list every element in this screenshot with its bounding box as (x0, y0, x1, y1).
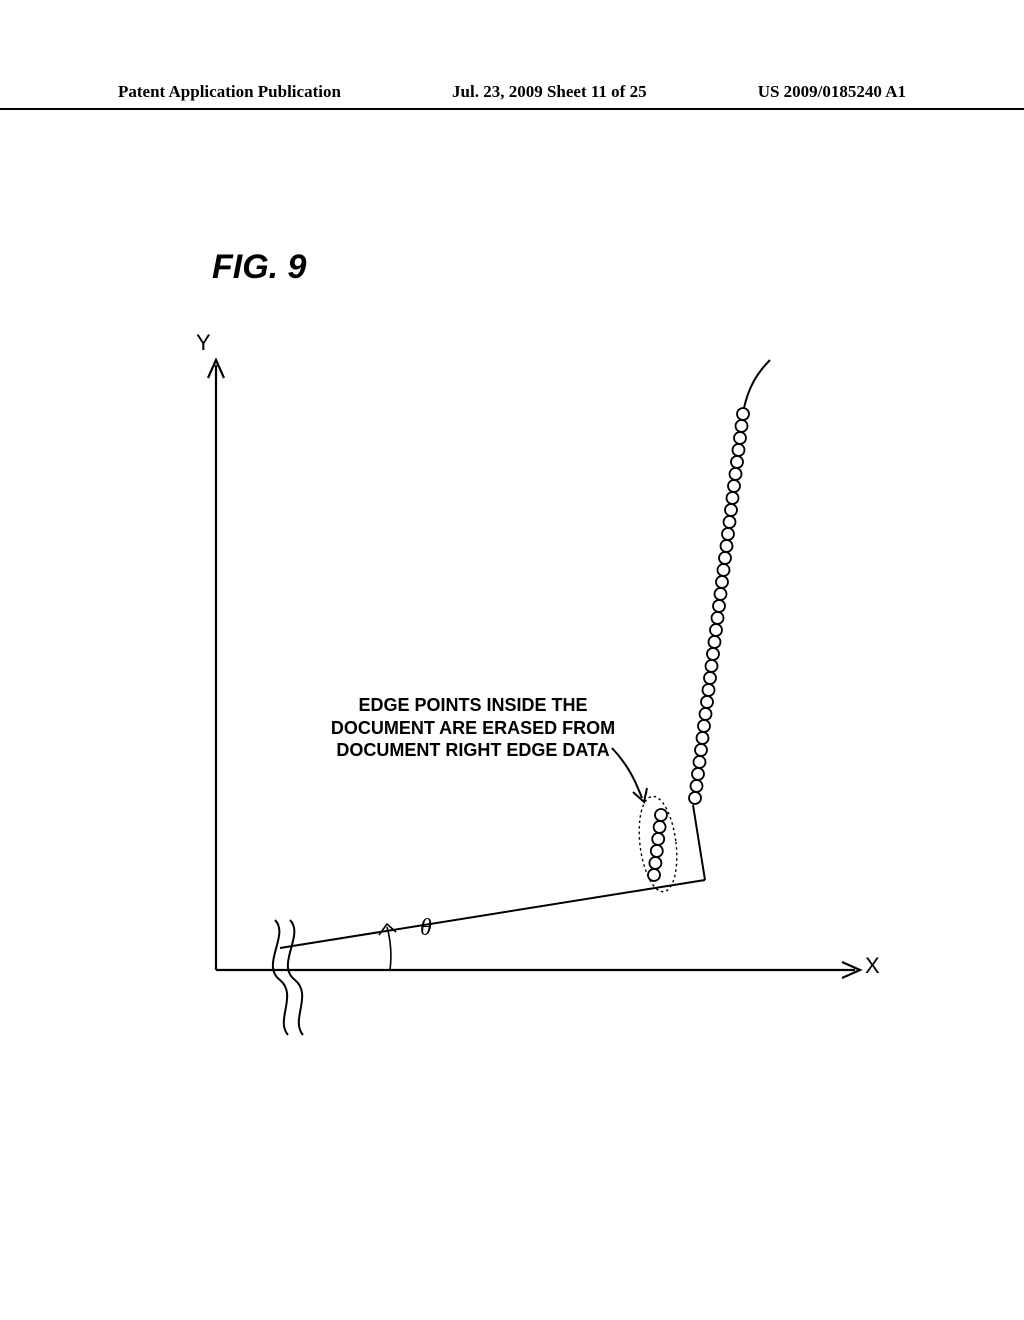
y-axis-label: Y (196, 330, 211, 356)
outer-edge-circles (689, 408, 749, 804)
edge-point-circle (701, 696, 713, 708)
edge-point-circle (728, 480, 740, 492)
erased-edge-point-circle (648, 869, 660, 881)
edge-point-circle (730, 468, 742, 480)
edge-point-circle (692, 768, 704, 780)
edge-point-circle (715, 588, 727, 600)
edge-point-circle (736, 420, 748, 432)
annotation-line: EDGE POINTS INSIDE THE (308, 694, 638, 717)
edge-point-circle (721, 540, 733, 552)
break-mark (288, 920, 303, 1035)
theta-label: θ (420, 915, 432, 942)
page-header: Patent Application Publication Jul. 23, … (0, 82, 1024, 110)
erased-edge-point-circle (652, 833, 664, 845)
edge-point-circle (694, 756, 706, 768)
edge-point-circle (707, 648, 719, 660)
theta-arc (387, 927, 391, 970)
annotation-line: DOCUMENT ARE ERASED FROM (308, 717, 638, 740)
edge-point-circle (713, 600, 725, 612)
erased-edge-point-circle (655, 809, 667, 821)
edge-point-circle (703, 684, 715, 696)
edge-point-circle (727, 492, 739, 504)
edge-point-circle (731, 456, 743, 468)
figure-title: FIG. 9 (212, 248, 306, 287)
header-center: Jul. 23, 2009 Sheet 11 of 25 (452, 82, 647, 102)
edge-point-circle (724, 516, 736, 528)
leader-top (744, 360, 770, 408)
edge-point-circle (716, 576, 728, 588)
erased-edge-point-circle (651, 845, 663, 857)
header-left: Patent Application Publication (118, 82, 341, 102)
inner-edge-circles (648, 809, 667, 881)
edge-point-circle (734, 432, 746, 444)
edge-point-circle (719, 552, 731, 564)
break-mark (273, 920, 288, 1035)
edge-point-circle (710, 624, 722, 636)
edge-point-circle (709, 636, 721, 648)
annotation-line: DOCUMENT RIGHT EDGE DATA (308, 739, 638, 762)
edge-point-circle (691, 780, 703, 792)
edge-point-circle (733, 444, 745, 456)
diagram-svg (130, 320, 890, 1060)
edge-point-circle (700, 708, 712, 720)
edge-point-circle (718, 564, 730, 576)
edge-point-circle (697, 732, 709, 744)
edge-point-circle (695, 744, 707, 756)
edge-point-circle (722, 528, 734, 540)
edge-point-circle (706, 660, 718, 672)
x-axis-label: X (865, 953, 880, 979)
edge-point-circle (725, 504, 737, 516)
edge-point-circle (712, 612, 724, 624)
diagram: Y X θ EDGE POINTS INSIDE THE DOCUMENT AR… (130, 320, 890, 1060)
edge-point-circle (689, 792, 701, 804)
erased-edge-point-circle (649, 857, 661, 869)
edge-point-circle (737, 408, 749, 420)
annotation-text: EDGE POINTS INSIDE THE DOCUMENT ARE ERAS… (308, 694, 638, 762)
erased-edge-point-circle (654, 821, 666, 833)
header-right: US 2009/0185240 A1 (758, 82, 906, 102)
edge-point-circle (698, 720, 710, 732)
doc-bottom-edge (280, 880, 705, 948)
doc-right-edge-lower (693, 805, 705, 880)
edge-point-circle (704, 672, 716, 684)
